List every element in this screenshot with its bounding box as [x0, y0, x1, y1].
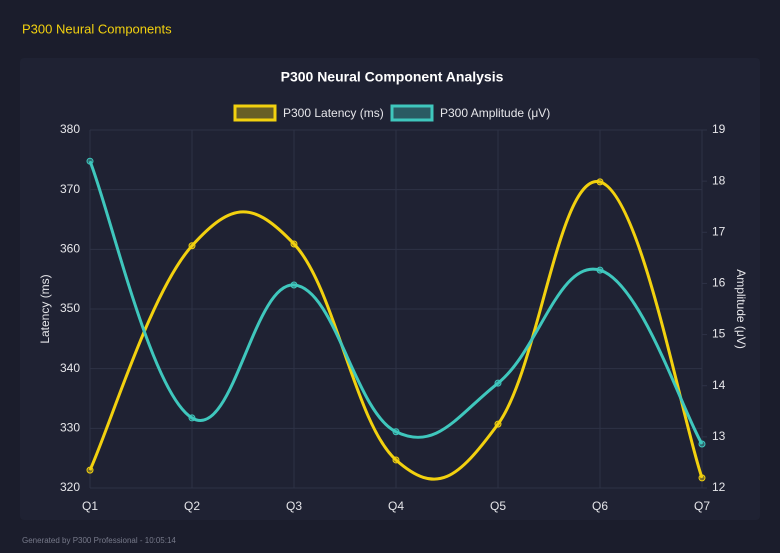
series-line: [88, 180, 704, 481]
legend-swatch: [390, 104, 434, 122]
x-tick-label: Q5: [490, 499, 506, 513]
y-tick-label: 380: [60, 122, 80, 136]
data-point: [698, 440, 706, 448]
data-point: [596, 266, 604, 274]
chart-title: P300 Neural Component Analysis: [281, 69, 504, 85]
data-point: [392, 428, 400, 436]
y-tick-label: 320: [60, 480, 80, 494]
x-tick-label: Q7: [694, 499, 710, 513]
page-title: P300 Neural Components: [22, 21, 172, 36]
y-tick-label: 360: [60, 242, 80, 256]
data-point: [290, 240, 298, 248]
y2-tick-label: 19: [712, 122, 726, 136]
data-point: [290, 281, 298, 289]
x-tick-label: Q3: [286, 499, 302, 513]
y-axis-label: Latency (ms): [38, 274, 52, 343]
x-tick-label: Q1: [82, 499, 98, 513]
data-point: [188, 414, 196, 422]
data-point: [494, 420, 502, 428]
chart-panel: [20, 58, 760, 520]
legend-label: P300 Latency (ms): [283, 106, 384, 120]
y-tick-label: 350: [60, 301, 80, 315]
y-tick-label: 330: [60, 421, 80, 435]
footer: Generated by P300 Professional - 10:05:1…: [22, 536, 176, 545]
data-point: [86, 466, 94, 474]
y2-axis-label: Amplitude (μV): [734, 269, 748, 349]
data-point: [698, 474, 706, 482]
x-tick-label: Q2: [184, 499, 200, 513]
y2-tick-label: 17: [712, 224, 726, 238]
x-tick-label: Q6: [592, 499, 608, 513]
data-point: [392, 456, 400, 464]
series-line: [88, 160, 704, 445]
data-point: [188, 242, 196, 250]
y2-tick-label: 18: [712, 173, 726, 187]
y2-tick-label: 14: [712, 378, 726, 392]
x-tick-label: Q4: [388, 499, 404, 513]
y2-tick-label: 12: [712, 480, 726, 494]
data-point: [86, 157, 94, 165]
legend-swatch: [233, 104, 277, 122]
legend-label: P300 Amplitude (μV): [440, 106, 550, 120]
y2-tick-label: 15: [712, 327, 726, 341]
data-point: [596, 178, 604, 186]
y-tick-label: 340: [60, 361, 80, 375]
data-point: [494, 379, 502, 387]
y2-tick-label: 16: [712, 276, 726, 290]
y-tick-label: 370: [60, 182, 80, 196]
y2-tick-label: 13: [712, 429, 726, 443]
